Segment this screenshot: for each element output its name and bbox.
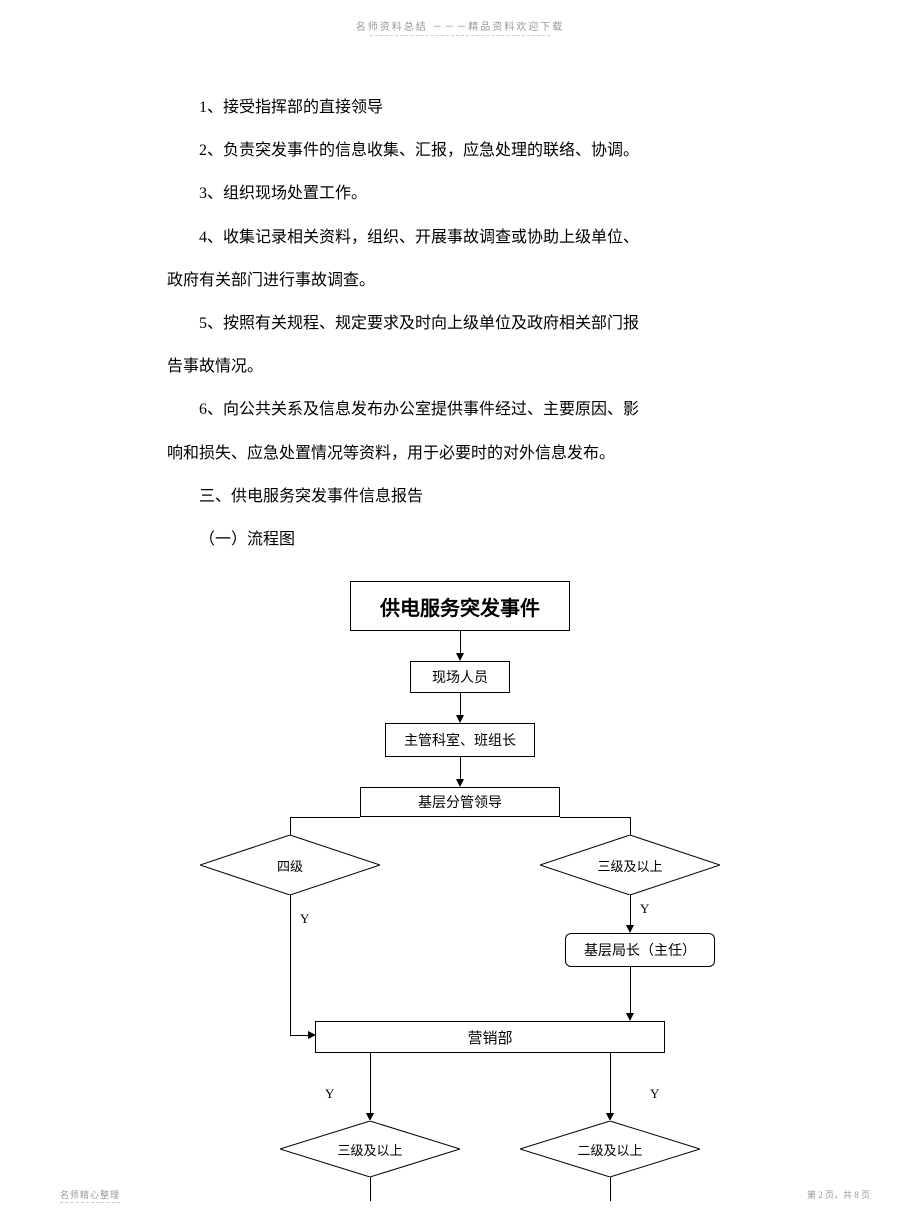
arrow-line bbox=[460, 631, 461, 653]
flowchart-title-node: 供电服务突发事件 bbox=[350, 581, 570, 631]
arrow-line bbox=[630, 895, 631, 925]
arrow-line bbox=[630, 817, 631, 835]
flowchart-node-3: 基层分管领导 bbox=[360, 787, 560, 817]
arrow-line bbox=[290, 817, 360, 818]
node1-text: 现场人员 bbox=[432, 667, 488, 687]
flowchart-node-1: 现场人员 bbox=[410, 661, 510, 693]
diamond-left2-text: 三级及以上 bbox=[337, 1140, 402, 1159]
footer-right: 第 2 页，共 8 页 bbox=[807, 1188, 870, 1201]
node3-text: 基层分管领导 bbox=[418, 792, 502, 812]
arrow-line bbox=[370, 1177, 371, 1201]
paragraph-4-line1: 4、收集记录相关资料，组织、开展事故调查或协助上级单位、 bbox=[167, 216, 750, 259]
arrow-line bbox=[290, 1035, 310, 1036]
arrow-line bbox=[370, 1053, 371, 1113]
label-y: Y bbox=[300, 911, 309, 927]
arrow-line bbox=[460, 693, 461, 715]
flowchart-node-5: 营销部 bbox=[315, 1021, 665, 1053]
flowchart-node-4: 基层局长（主任） bbox=[565, 933, 715, 967]
label-y: Y bbox=[650, 1086, 659, 1102]
arrow-head-icon bbox=[626, 1013, 634, 1021]
label-y: Y bbox=[325, 1086, 334, 1102]
paragraph-6-line2: 响和损失、应急处置情况等资料，用于必要时的对外信息发布。 bbox=[167, 432, 750, 475]
arrow-line bbox=[610, 1053, 611, 1113]
arrow-line bbox=[290, 817, 291, 835]
paragraph-5-line1: 5、按照有关规程、规定要求及时向上级单位及政府相关部门报 bbox=[167, 302, 750, 345]
paragraph-8: （一）流程图 bbox=[167, 518, 750, 561]
paragraph-7: 三、供电服务突发事件信息报告 bbox=[167, 475, 750, 518]
page-header: 名师资料总结 －－－精品资料欢迎下载 bbox=[0, 0, 920, 36]
diamond-right2-text: 二级及以上 bbox=[577, 1140, 642, 1159]
node4-text: 基层局长（主任） bbox=[584, 940, 696, 960]
arrow-line bbox=[290, 895, 291, 1035]
flowchart-diamond-right1: 三级及以上 bbox=[540, 835, 720, 895]
arrow-head-icon bbox=[456, 715, 464, 723]
flowchart-diamond-right2: 二级及以上 bbox=[520, 1121, 700, 1177]
arrow-head-icon bbox=[456, 653, 464, 661]
paragraph-4-line2: 政府有关部门进行事故调查。 bbox=[167, 259, 750, 302]
flowchart: 供电服务突发事件 现场人员 主管科室、班组长 基层分管领导 四级 三级及以上 Y bbox=[160, 581, 760, 1201]
arrow-head-icon bbox=[606, 1113, 614, 1121]
flowchart-node-2: 主管科室、班组长 bbox=[385, 723, 535, 757]
paragraph-2: 2、负责突发事件的信息收集、汇报，应急处理的联络、协调。 bbox=[167, 129, 750, 172]
arrow-line bbox=[610, 1177, 611, 1201]
document-content: 1、接受指挥部的直接领导 2、负责突发事件的信息收集、汇报，应急处理的联络、协调… bbox=[0, 36, 920, 561]
paragraph-6-line1: 6、向公共关系及信息发布办公室提供事件经过、主要原因、影 bbox=[167, 388, 750, 431]
footer-right-text: 第 2 页，共 8 页 bbox=[807, 1190, 870, 1200]
paragraph-1: 1、接受指挥部的直接领导 bbox=[167, 86, 750, 129]
footer-underline bbox=[60, 1202, 120, 1203]
arrow-line bbox=[560, 817, 630, 818]
arrow-head-icon bbox=[626, 925, 634, 933]
node2-text: 主管科室、班组长 bbox=[404, 730, 516, 750]
arrow-head-icon bbox=[456, 779, 464, 787]
header-text: 名师资料总结 －－－精品资料欢迎下载 bbox=[356, 22, 565, 33]
diamond-right1-text: 三级及以上 bbox=[597, 856, 662, 875]
node5-text: 营销部 bbox=[467, 1027, 512, 1048]
flowchart-diamond-left2: 三级及以上 bbox=[280, 1121, 460, 1177]
footer-left-text: 名师精心整理 bbox=[60, 1190, 120, 1200]
arrow-head-icon bbox=[366, 1113, 374, 1121]
flowchart-title-text: 供电服务突发事件 bbox=[380, 592, 540, 621]
arrow-line bbox=[630, 967, 631, 1013]
flowchart-diamond-left1: 四级 bbox=[200, 835, 380, 895]
label-y: Y bbox=[640, 901, 649, 917]
diamond-left1-text: 四级 bbox=[277, 856, 303, 875]
arrow-line bbox=[460, 757, 461, 779]
paragraph-5-line2: 告事故情况。 bbox=[167, 345, 750, 388]
paragraph-3: 3、组织现场处置工作。 bbox=[167, 172, 750, 215]
footer-left: 名师精心整理 bbox=[60, 1188, 120, 1203]
